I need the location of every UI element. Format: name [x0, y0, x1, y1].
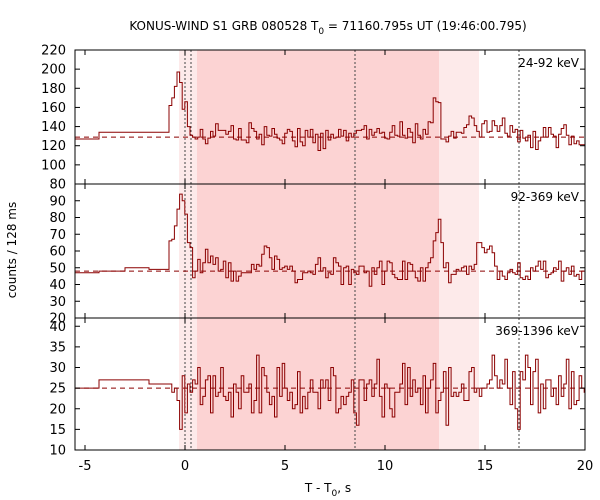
- curve-layer: [75, 71, 585, 430]
- y-tick-label: 40: [49, 278, 66, 293]
- y-tick-label: 100: [41, 158, 66, 173]
- shading-layer: [179, 50, 479, 450]
- x-tick-label: 15: [477, 459, 494, 474]
- band-label-panel-3: 369-1396 keV: [495, 324, 579, 338]
- y-tick-label: 180: [41, 82, 66, 97]
- y-tick-label: 220: [41, 44, 66, 59]
- light-curve-panel-1: [75, 71, 585, 151]
- x-axis-title-main: T - T: [304, 481, 332, 495]
- tick-layer: [75, 49, 586, 451]
- y-tick-label: 20: [49, 312, 66, 327]
- y-axis-title: counts / 128 ms: [5, 202, 19, 298]
- y-tick-label: 25: [49, 382, 66, 397]
- y-tick-label: 10: [49, 444, 66, 459]
- y-tick-label: 140: [41, 120, 66, 135]
- panel-frame-3: [74, 317, 586, 451]
- y-tick-label: 200: [41, 63, 66, 78]
- chart-title-rest: = 71160.795s UT (19:46:00.795): [324, 19, 527, 33]
- y-tick-label: 30: [49, 361, 66, 376]
- band-label-panel-1: 24-92 keV: [518, 56, 580, 70]
- y-tick-label: 20: [49, 402, 66, 417]
- x-tick-label: 20: [577, 459, 594, 474]
- shaded-region-2: [197, 50, 439, 450]
- y-tick-label: 30: [49, 295, 66, 310]
- y-tick-label: 15: [49, 423, 66, 438]
- y-tick-label: 120: [41, 139, 66, 154]
- x-tick-label: 0: [181, 459, 189, 474]
- x-tick-label: -5: [79, 459, 92, 474]
- y-tick-label: 90: [49, 194, 66, 209]
- band-label-panel-2: 92-369 keV: [511, 190, 580, 204]
- x-tick-label: 5: [281, 459, 289, 474]
- chart-title-sub: 0: [318, 27, 324, 37]
- light-curve-panel-2: [75, 193, 585, 287]
- x-tick-label: 10: [377, 459, 394, 474]
- y-tick-label: 60: [49, 245, 66, 260]
- y-tick-label: 35: [49, 340, 66, 355]
- chart-title: KONUS-WIND S1 GRB 080528 T0 = 71160.795s…: [129, 19, 526, 37]
- x-axis-title: T - T0, s: [304, 481, 351, 499]
- chart-title-main: KONUS-WIND S1 GRB 080528 T: [129, 19, 319, 33]
- y-tick-label: 80: [49, 178, 66, 193]
- x-axis-title-rest: , s: [337, 481, 351, 495]
- x-axis-title-sub: 0: [332, 489, 338, 499]
- y-tick-label: 40: [49, 320, 66, 335]
- y-tick-label: 50: [49, 261, 66, 276]
- y-tick-label: 70: [49, 228, 66, 243]
- y-tick-label: 160: [41, 101, 66, 116]
- y-tick-label: 80: [49, 211, 66, 226]
- light-curve-panel-3: [75, 354, 585, 430]
